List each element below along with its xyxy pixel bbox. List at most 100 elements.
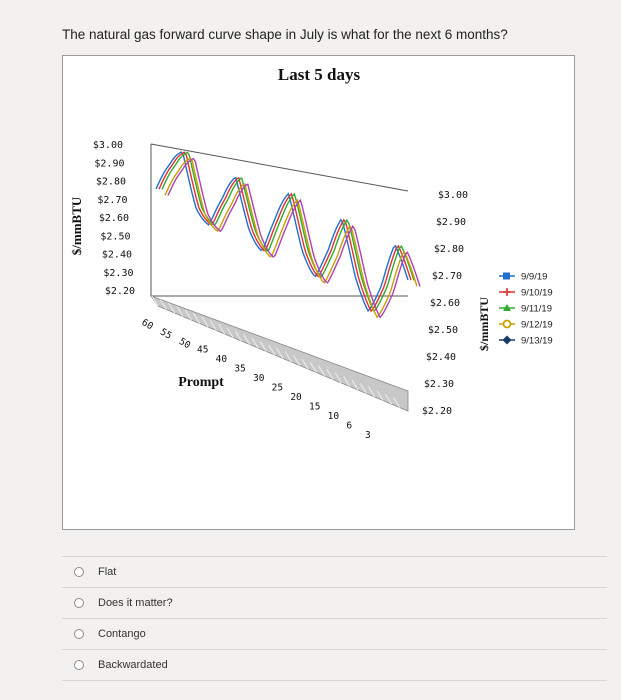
floor-gridline [293, 355, 301, 366]
legend-label: 9/12/19 [521, 320, 553, 331]
series-line [164, 157, 418, 319]
left-tick-label: $2.20 [105, 286, 135, 297]
floor-gridline [318, 365, 326, 377]
floor-gridline [376, 390, 384, 401]
floor-gridline [276, 348, 284, 359]
left-tick-label: $2.30 [103, 268, 133, 279]
right-tick-label: $3.00 [438, 190, 468, 201]
legend-item: 9/9/19 [499, 272, 547, 283]
top-edge-line [150, 143, 409, 192]
series-line [161, 151, 415, 313]
left-tick-label: $2.50 [100, 231, 130, 242]
radio-button[interactable] [74, 567, 84, 577]
depth-tick-label: 25 [272, 383, 283, 394]
floor-gridline [351, 379, 359, 391]
depth-tick-label: 60 [140, 317, 156, 332]
series-line [155, 151, 409, 313]
depth-tick-label: 30 [253, 373, 265, 384]
right-tick-label: $2.20 [422, 406, 452, 417]
legend-marker [503, 288, 511, 296]
legend-item: 9/10/19 [499, 288, 553, 299]
floor-gridline [168, 302, 176, 314]
floor-gridline [259, 341, 267, 352]
answer-options: Flat Does it matter? Contango Backwardat… [62, 556, 607, 681]
legend-marker [503, 272, 510, 280]
left-tick-label: $2.70 [97, 195, 127, 206]
right-tick-label: $2.40 [426, 352, 456, 363]
left-tick-label: $3.00 [93, 140, 123, 151]
floor-gridline [209, 320, 217, 331]
floor-gridline [326, 369, 334, 380]
option-backwardated[interactable]: Backwardated [62, 649, 607, 681]
option-contango[interactable]: Contango [62, 618, 607, 649]
depth-tick-label: 55 [158, 327, 173, 342]
floor-gridline [159, 299, 167, 310]
floor-gridline [218, 323, 226, 335]
option-does-it-matter[interactable]: Does it matter? [62, 587, 607, 618]
option-label: Flat [98, 566, 117, 578]
right-tick-label: $2.60 [430, 298, 460, 309]
floor-gridline [368, 386, 376, 398]
series-line [158, 151, 412, 313]
legend-item: 9/11/19 [499, 304, 552, 315]
floor-gridline [384, 393, 392, 405]
floor-gridline [184, 309, 192, 321]
floor-gridline [243, 334, 251, 345]
floor-gridline [359, 383, 367, 394]
forward-curve-chart: Last 5 days $/mmBTU $/mmBTU Prompt $3.00… [69, 65, 553, 441]
option-label: Does it matter? [98, 597, 173, 609]
legend-marker [502, 335, 512, 345]
legend-item: 9/13/19 [499, 335, 553, 347]
series-line [167, 157, 421, 319]
right-tick-label: $2.80 [434, 244, 464, 255]
left-tick-label: $2.80 [96, 177, 126, 188]
legend-label: 9/10/19 [521, 288, 553, 299]
floor-gridline [301, 358, 309, 370]
radio-button[interactable] [74, 629, 84, 639]
radio-button[interactable] [74, 598, 84, 608]
chart-title: Last 5 days [278, 65, 361, 84]
depth-tick-label: 45 [197, 345, 208, 356]
floor-gridline [268, 344, 276, 356]
depth-tick-label: 10 [328, 411, 340, 422]
depth-axis-title: Prompt [178, 375, 224, 390]
floor-gridline [334, 372, 342, 384]
floor-gridline [284, 351, 292, 363]
depth-tick-label: 35 [234, 364, 245, 375]
floor-gridline [193, 313, 201, 324]
legend-marker [502, 319, 512, 329]
right-axis-title: $/mmBTU [477, 297, 491, 351]
floor-gridline [151, 295, 159, 307]
left-tick-label: $2.60 [99, 213, 129, 224]
depth-tick-label: 15 [309, 402, 320, 413]
left-axis-title: $/mmBTU [69, 196, 84, 255]
floor-gridline [251, 337, 259, 349]
depth-tick-label: 3 [365, 430, 371, 441]
right-tick-label: $2.70 [432, 271, 462, 282]
legend-label: 9/9/19 [521, 272, 547, 283]
floor-gridline [393, 397, 401, 408]
depth-tick-label: 40 [216, 354, 228, 365]
option-flat[interactable]: Flat [62, 556, 607, 587]
right-tick-label: $2.30 [424, 379, 454, 390]
left-tick-label: $2.90 [94, 158, 124, 169]
radio-button[interactable] [74, 660, 84, 670]
legend-label: 9/11/19 [521, 304, 552, 315]
option-label: Contango [98, 628, 146, 640]
legend-item: 9/12/19 [499, 320, 553, 331]
left-tick-label: $2.40 [102, 250, 132, 261]
depth-tick-label: 6 [346, 421, 352, 432]
floor-gridline [343, 376, 351, 387]
depth-tick-label: 50 [177, 336, 193, 351]
legend-label: 9/13/19 [521, 336, 553, 347]
chart-panel: Last 5 days $/mmBTU $/mmBTU Prompt $3.00… [62, 55, 575, 530]
question-text: The natural gas forward curve shape in J… [62, 27, 508, 42]
legend-marker [503, 304, 511, 311]
right-tick-label: $2.90 [436, 217, 466, 228]
floor-gridline [309, 362, 317, 373]
floor-gridline [226, 327, 234, 338]
right-tick-label: $2.50 [428, 325, 458, 336]
floor-gridline [201, 316, 209, 328]
floor-gridline [176, 306, 184, 317]
depth-tick-label: 20 [290, 392, 302, 403]
